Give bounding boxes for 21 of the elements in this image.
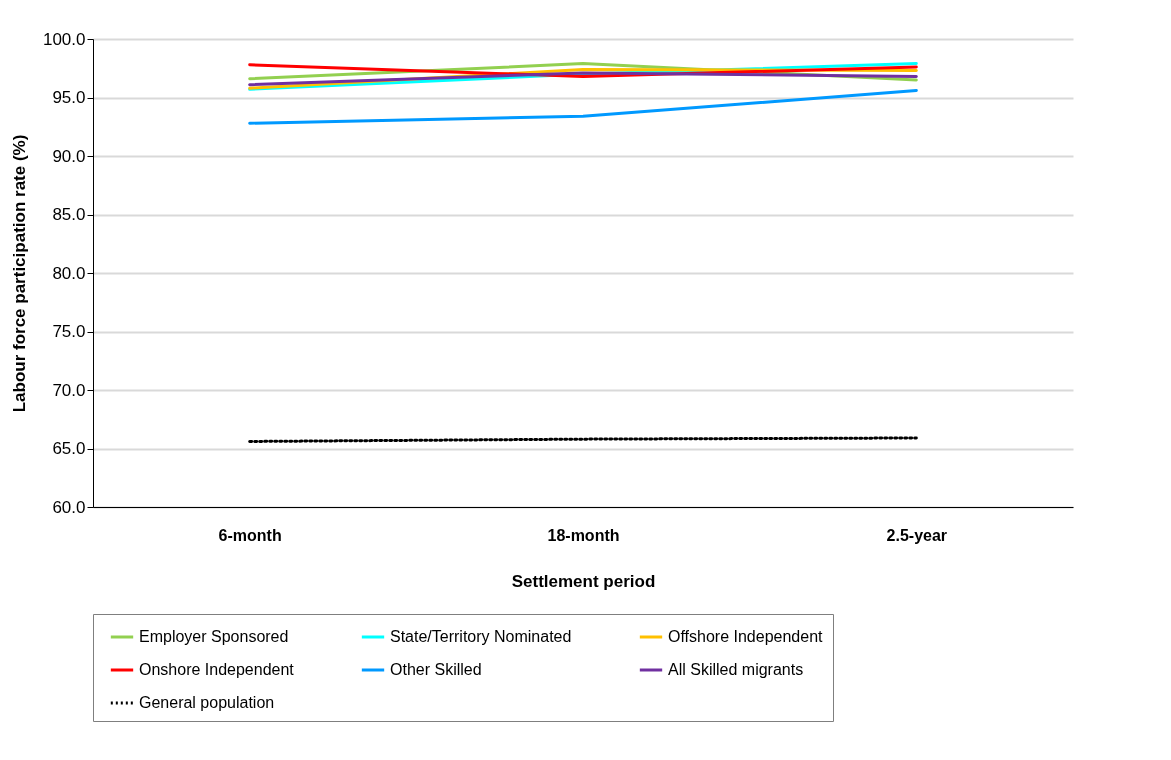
legend-label: All Skilled migrants	[668, 661, 804, 678]
legend-label: Offshore Independent	[668, 628, 824, 645]
y-tick-label: 75.0	[52, 322, 86, 341]
y-tick-label: 95.0	[52, 88, 86, 107]
y-tick-label: 85.0	[52, 205, 86, 224]
legend-label: General population	[139, 694, 275, 711]
x-tick-label: 2.5-year	[886, 526, 948, 544]
x-tick-label: 6-month	[218, 526, 282, 544]
y-tick-label: 65.0	[52, 439, 86, 458]
y-tick-label: 100.0	[42, 29, 86, 49]
x-axis-title: Settlement period	[511, 571, 656, 591]
legend-label: State/Territory Nominated	[390, 628, 572, 645]
x-tick-label: 18-month	[547, 526, 620, 544]
legend-label: Employer Sponsored	[139, 628, 289, 645]
y-tick-label: 80.0	[52, 263, 86, 283]
y-tick-label: 60.0	[52, 497, 86, 517]
y-tick-label: 70.0	[52, 380, 86, 400]
legend-label: Other Skilled	[390, 661, 482, 678]
y-axis-title: Labour force participation rate (%)	[9, 134, 29, 413]
legend-label: Onshore Independent	[139, 661, 295, 678]
y-tick-label: 90.0	[52, 146, 86, 166]
